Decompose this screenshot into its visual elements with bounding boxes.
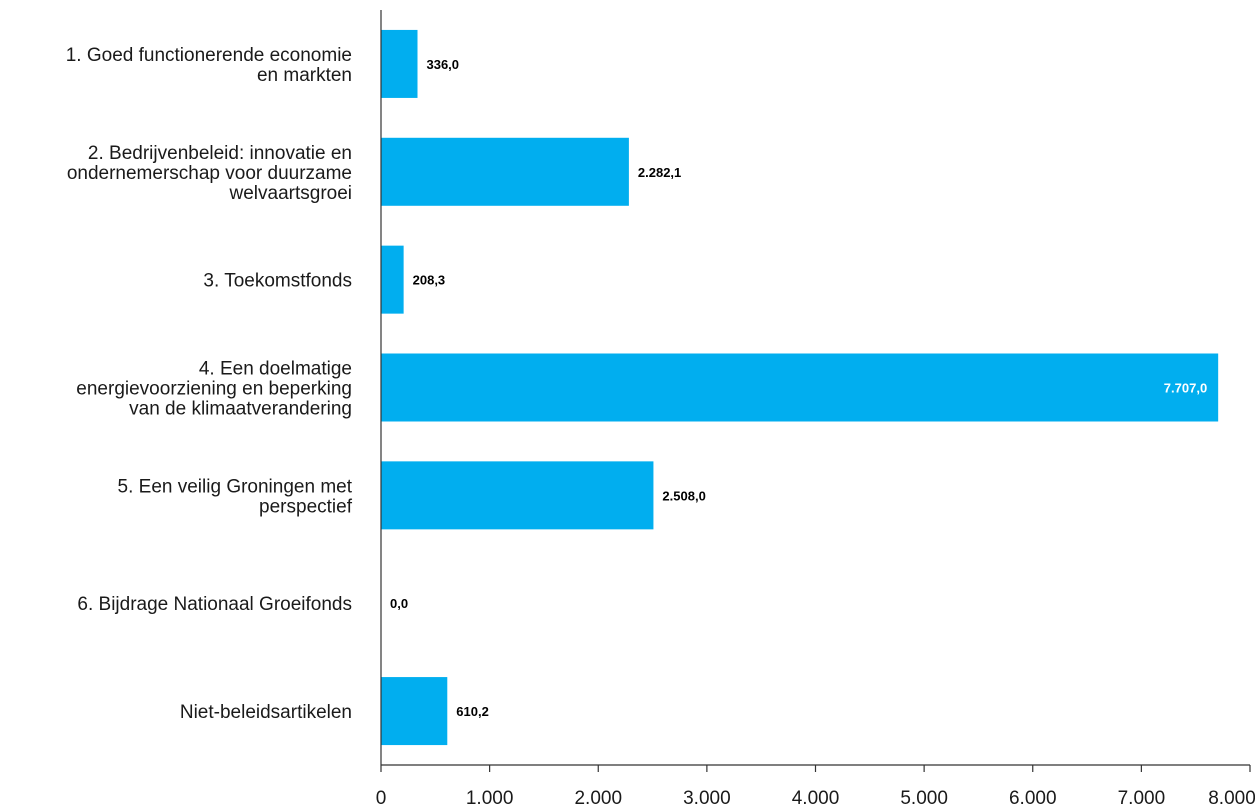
category-label: 6. Bijdrage Nationaal Groeifonds: [77, 594, 352, 615]
category-label: 5. Een veilig Groningen met: [118, 476, 353, 497]
x-tick-label: 3.000: [683, 788, 731, 809]
data-label: 7.707,0: [1164, 381, 1207, 396]
category-label: welvaartsgroei: [229, 183, 353, 204]
category-label: ondernemerschap voor duurzame: [67, 163, 352, 184]
x-tick-label: 5.000: [900, 788, 948, 809]
x-ticks-group: 0 1.000 2.000 3.000 4.000 5.000 6.000 7.000 8.00…: [376, 765, 1255, 809]
bar: [381, 677, 448, 746]
category-label: energievoorziening en beperking: [76, 379, 352, 400]
value-labels-group: 336,0 2.282,1 208,3 7.707,0 2.508,0 0,0 610,2: [390, 57, 1207, 719]
bars-group: [381, 29, 1219, 746]
x-tick-label: 1.000: [466, 788, 514, 809]
x-tick-label: 6.000: [1009, 788, 1057, 809]
x-tick-label: 0: [376, 788, 387, 809]
data-label: 336,0: [426, 57, 459, 72]
category-label: perspectief: [259, 496, 353, 517]
category-label: van de klimaatverandering: [129, 399, 352, 420]
x-tick-label: 7.000: [1118, 788, 1166, 809]
data-label: 0,0: [390, 596, 408, 611]
category-label: en markten: [257, 65, 352, 86]
category-label: Niet-beleidsartikelen: [180, 702, 352, 723]
data-label: 208,3: [413, 273, 446, 288]
x-tick-label: 4.000: [792, 788, 840, 809]
data-label: 2.508,0: [662, 488, 705, 503]
category-label: 4. Een doelmatige: [199, 359, 352, 380]
data-label: 2.282,1: [638, 165, 681, 180]
bar: [381, 245, 404, 314]
bar: [381, 353, 1219, 422]
bar: [381, 461, 654, 530]
bar: [381, 29, 418, 98]
category-label: 1. Goed functionerende economie: [66, 45, 352, 66]
category-label: 2. Bedrijvenbeleid: innovatie en: [88, 143, 352, 164]
category-label: 3. Toekomstfonds: [203, 271, 352, 292]
data-label: 610,2: [456, 704, 489, 719]
x-tick-label: 8.000: [1208, 788, 1255, 809]
x-tick-label: 2.000: [574, 788, 622, 809]
bar: [381, 137, 629, 206]
